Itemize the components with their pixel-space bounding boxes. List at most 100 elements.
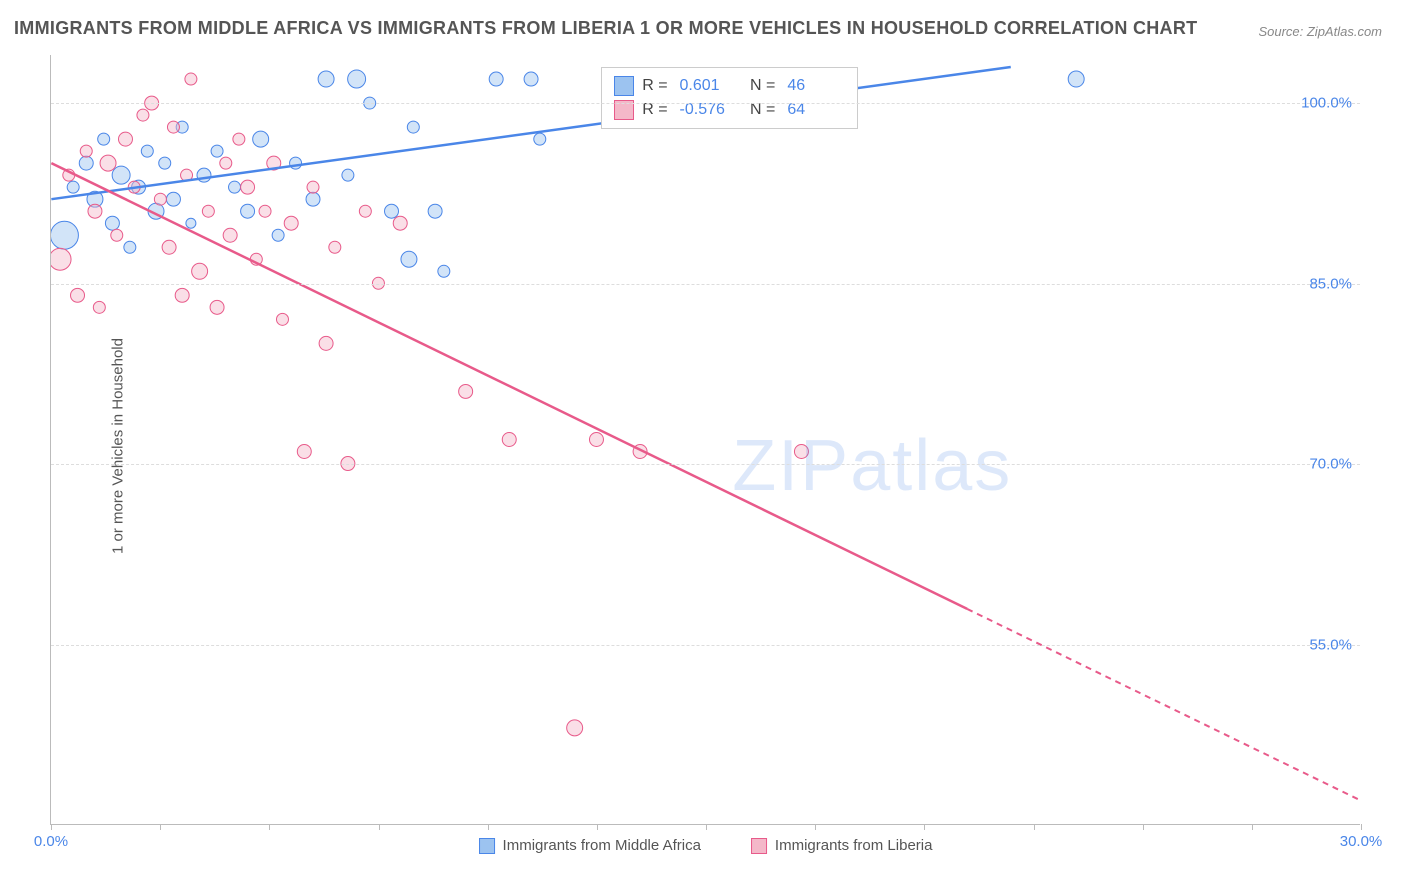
scatter-point: [197, 168, 211, 182]
scatter-point: [524, 72, 538, 86]
scatter-point: [348, 70, 366, 88]
scatter-point: [229, 181, 241, 193]
scatter-point: [100, 155, 116, 171]
legend-item: Immigrants from Middle Africa: [479, 837, 701, 854]
gridline-h: [51, 645, 1360, 646]
stat-n-label: N =: [746, 98, 776, 122]
source-attribution: Source: ZipAtlas.com: [1258, 24, 1382, 39]
scatter-point: [211, 145, 223, 157]
y-tick-label: 85.0%: [1309, 275, 1352, 292]
scatter-point: [112, 166, 130, 184]
y-tick-label: 100.0%: [1301, 95, 1352, 112]
chart-title: IMMIGRANTS FROM MIDDLE AFRICA VS IMMIGRA…: [14, 18, 1197, 39]
scatter-point: [794, 445, 808, 459]
scatter-point: [428, 204, 442, 218]
scatter-point: [459, 384, 473, 398]
scatter-point: [186, 218, 196, 228]
x-tick-mark: [815, 824, 816, 830]
scatter-point: [267, 156, 281, 170]
scatter-point: [407, 121, 419, 133]
watermark: ZIPatlas: [732, 425, 1012, 507]
trend-line-dashed: [967, 609, 1359, 800]
scatter-point: [233, 133, 245, 145]
chart-svg: [51, 55, 1360, 824]
scatter-point: [141, 145, 153, 157]
x-tick-mark: [269, 824, 270, 830]
scatter-point: [67, 181, 79, 193]
scatter-point: [176, 121, 188, 133]
scatter-point: [210, 300, 224, 314]
scatter-point: [220, 157, 232, 169]
trend-line: [51, 67, 1010, 199]
x-tick-mark: [1143, 824, 1144, 830]
stat-n-value: 64: [787, 98, 845, 122]
stat-r-value: -0.576: [680, 98, 738, 122]
scatter-point: [489, 72, 503, 86]
series-swatch: [614, 76, 634, 96]
scatter-point: [148, 203, 164, 219]
scatter-point: [633, 445, 647, 459]
scatter-point: [502, 433, 516, 447]
scatter-point: [124, 241, 136, 253]
scatter-point: [185, 73, 197, 85]
scatter-point: [297, 445, 311, 459]
scatter-point: [276, 313, 288, 325]
scatter-point: [181, 169, 193, 181]
scatter-point: [241, 180, 255, 194]
x-tick-mark: [1252, 824, 1253, 830]
gridline-h: [51, 464, 1360, 465]
scatter-point: [589, 433, 603, 447]
plot-area: ZIPatlas R =0.601 N =46R =-0.576 N =64 I…: [50, 55, 1360, 825]
legend-item: Immigrants from Liberia: [751, 837, 933, 854]
scatter-point: [393, 216, 407, 230]
scatter-point: [162, 240, 176, 254]
stat-n-value: 46: [787, 74, 845, 98]
gridline-h: [51, 103, 1360, 104]
legend-swatch: [751, 838, 767, 854]
y-tick-label: 55.0%: [1309, 636, 1352, 653]
scatter-point: [241, 204, 255, 218]
scatter-point: [385, 204, 399, 218]
scatter-point: [71, 288, 85, 302]
stat-r-value: 0.601: [680, 74, 738, 98]
scatter-point: [359, 205, 371, 217]
scatter-point: [272, 229, 284, 241]
scatter-point: [318, 71, 334, 87]
trend-line: [51, 163, 967, 609]
scatter-point: [80, 145, 92, 157]
scatter-point: [567, 720, 583, 736]
scatter-point: [290, 157, 302, 169]
scatter-point: [259, 205, 271, 217]
scatter-point: [306, 192, 320, 206]
scatter-point: [1068, 71, 1084, 87]
x-tick-mark: [597, 824, 598, 830]
scatter-point: [166, 192, 180, 206]
scatter-point: [111, 229, 123, 241]
legend-label: Immigrants from Middle Africa: [503, 837, 701, 854]
scatter-point: [319, 336, 333, 350]
scatter-point: [284, 216, 298, 230]
stats-legend-box: R = 0.601 N = 46 R = -0.576 N = 64: [601, 67, 858, 129]
scatter-point: [51, 248, 71, 270]
scatter-point: [51, 221, 78, 249]
x-tick-mark: [160, 824, 161, 830]
x-tick-label: 30.0%: [1340, 833, 1383, 850]
x-tick-mark: [379, 824, 380, 830]
scatter-point: [250, 253, 262, 265]
x-tick-mark: [924, 824, 925, 830]
scatter-point: [438, 265, 450, 277]
stats-row: R = -0.576 N = 64: [614, 98, 845, 122]
stat-n-label: N =: [746, 74, 776, 98]
scatter-point: [342, 169, 354, 181]
scatter-point: [223, 228, 237, 242]
stat-r-label: R =: [642, 74, 667, 98]
stats-row: R = 0.601 N = 46: [614, 74, 845, 98]
x-tick-label: 0.0%: [34, 833, 68, 850]
scatter-point: [87, 191, 103, 207]
x-tick-mark: [1361, 824, 1362, 830]
stat-r-label: R =: [642, 98, 667, 122]
scatter-point: [253, 131, 269, 147]
scatter-point: [98, 133, 110, 145]
legend-label: Immigrants from Liberia: [775, 837, 933, 854]
scatter-point: [128, 181, 140, 193]
